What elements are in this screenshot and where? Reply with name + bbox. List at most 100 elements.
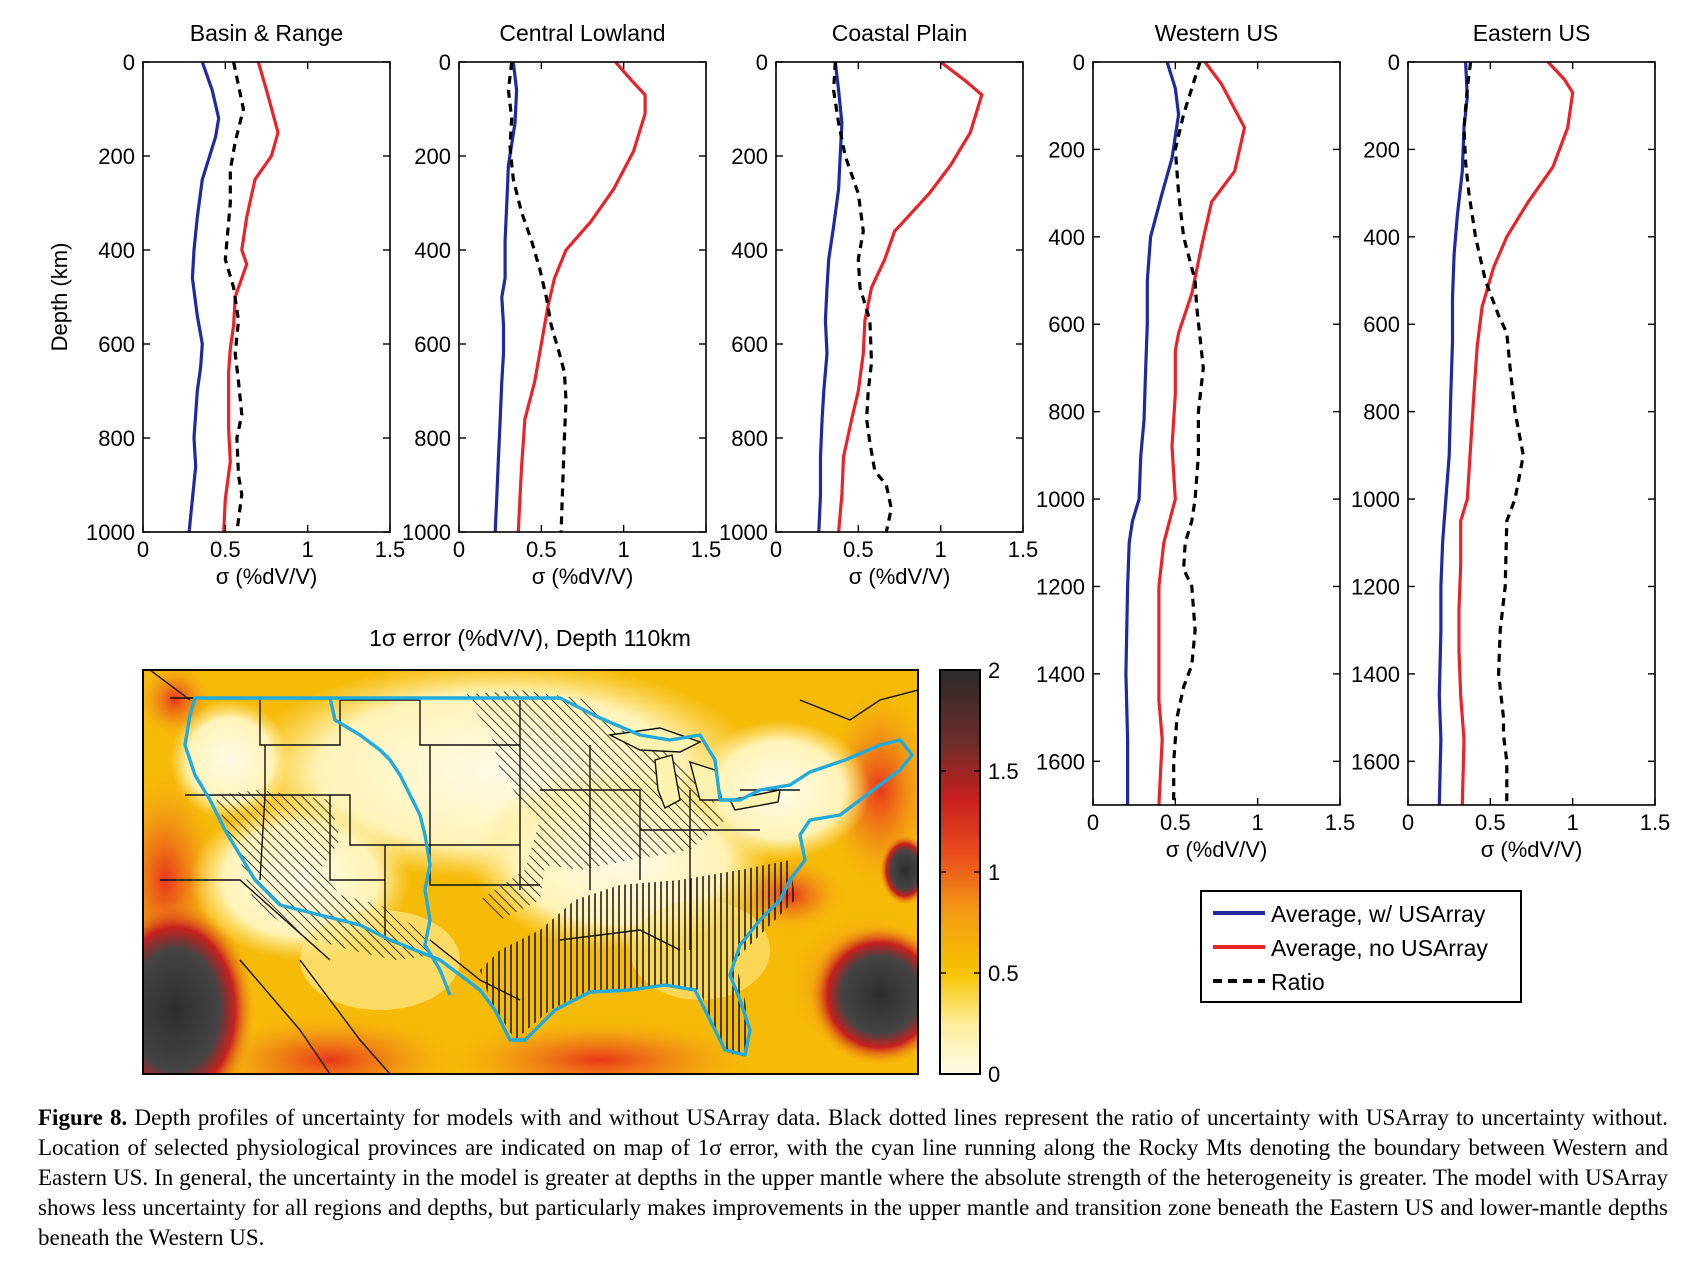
y-tick-label: 1600 — [1036, 749, 1085, 774]
panel-western-us: Western US 0 0.5 1 1.5 0 200 400 600 800 1000 1200 1… — [1036, 20, 1355, 862]
series-line-no-usarray-coastal-plain — [837, 62, 984, 532]
great-lakes — [607, 727, 781, 811]
x-axis-label: σ (%dV/V) — [849, 564, 951, 589]
y-tick-label: 800 — [414, 426, 451, 451]
x-tick-label: 0.5 — [1160, 810, 1191, 835]
y-tick-label: 1000 — [86, 520, 135, 545]
x-tick-label: 0 — [1087, 810, 1099, 835]
y-tick-label: 1000 — [719, 520, 768, 545]
x-axis-label: σ (%dV/V) — [1481, 837, 1583, 862]
x-tick-label: 0 — [770, 537, 782, 562]
series-group — [1437, 62, 1575, 805]
x-tick-label: 1.5 — [1325, 810, 1356, 835]
y-tick-label: 1400 — [1351, 662, 1400, 687]
colorbar-tick-label: 1.5 — [988, 759, 1019, 784]
x-tick-label: 1.5 — [1640, 810, 1671, 835]
x-tick-label: 0.5 — [1475, 810, 1506, 835]
panel-eastern-us: Eastern US 0 0.5 1 1.5 0 200 400 600 800 1000 1200 1… — [1351, 20, 1670, 862]
y-tick-label: 400 — [98, 238, 135, 263]
series-group — [493, 62, 647, 532]
legend: Average, w/ USArray Average, no USArray … — [1200, 890, 1522, 1003]
province-basin-range — [215, 790, 435, 960]
series-line-ratio-basin-range — [223, 62, 245, 532]
x-tick-label: 0.5 — [526, 537, 557, 562]
y-tick-label: 400 — [1363, 225, 1400, 250]
y-tick-label: 800 — [1048, 400, 1085, 425]
x-tick-label: 0.5 — [210, 537, 241, 562]
axes-frame — [142, 61, 391, 533]
x-tick-label: 1.5 — [375, 537, 406, 562]
colorbar-tick-label: 0 — [988, 1062, 1000, 1087]
series-group — [817, 62, 984, 532]
colorbar-tick-label: 1 — [988, 860, 1000, 885]
panel-title-basin-range: Basin & Range — [190, 20, 343, 46]
y-tick-label: 600 — [414, 332, 451, 357]
axes-frame — [1092, 61, 1341, 806]
y-tick-label: 1000 — [1036, 487, 1085, 512]
y-tick-label: 600 — [731, 332, 768, 357]
colorbar-tick-label: 2 — [988, 658, 1000, 683]
y-tick-label: 400 — [731, 238, 768, 263]
y-tick-label: 200 — [414, 144, 451, 169]
y-tick-label: 800 — [1363, 400, 1400, 425]
boundary-lines — [183, 696, 914, 1057]
y-tick-label: 1200 — [1351, 574, 1400, 599]
y-tick-label: 600 — [98, 332, 135, 357]
y-tick-label: 0 — [1388, 50, 1400, 75]
series-line-ratio-central-lowland — [506, 62, 568, 532]
y-tick-label: 800 — [731, 426, 768, 451]
x-tick-label: 0 — [137, 537, 149, 562]
x-tick-label: 1 — [935, 537, 947, 562]
series-line-ratio-western-us — [1172, 62, 1205, 805]
y-tick-label: 400 — [1048, 225, 1085, 250]
x-tick-label: 0.5 — [843, 537, 874, 562]
series-line-with-usarray-eastern-us — [1437, 62, 1469, 805]
colorbar-tick-label: 0.5 — [988, 961, 1019, 986]
y-tick-label: 200 — [98, 144, 135, 169]
y-tick-label: 0 — [123, 50, 135, 75]
y-tick-label: 0 — [439, 50, 451, 75]
map-frame — [142, 669, 919, 1075]
y-axis-label: Depth (km) — [47, 243, 72, 352]
series-line-no-usarray-central-lowland — [516, 62, 647, 532]
y-tick-label: 1200 — [1036, 574, 1085, 599]
y-tick-label: 1000 — [402, 520, 451, 545]
panel-title-western-us: Western US — [1155, 20, 1279, 46]
x-tick-label: 1.5 — [1008, 537, 1039, 562]
legend-label-with-usarray: Average, w/ USArray — [1271, 901, 1486, 927]
legend-label-no-usarray: Average, no USArray — [1271, 935, 1488, 961]
x-tick-label: 1 — [1567, 810, 1579, 835]
state-borders — [149, 670, 918, 1074]
x-axis-label: σ (%dV/V) — [1166, 837, 1268, 862]
map-title: 1σ error (%dV/V), Depth 110km — [369, 625, 691, 651]
error-heatmap — [143, 670, 918, 1074]
caption-text: Depth profiles of uncertainty for models… — [38, 1105, 1668, 1250]
series-line-no-usarray-eastern-us — [1457, 62, 1575, 805]
series-line-with-usarray-western-us — [1124, 62, 1181, 805]
series-line-ratio-eastern-us — [1462, 62, 1525, 805]
y-tick-label: 600 — [1363, 312, 1400, 337]
panel-title-eastern-us: Eastern US — [1473, 20, 1591, 46]
series-line-with-usarray-coastal-plain — [817, 62, 844, 532]
y-tick-label: 400 — [414, 238, 451, 263]
y-tick-label: 200 — [1363, 137, 1400, 162]
x-tick-label: 0 — [453, 537, 465, 562]
y-tick-label: 200 — [1048, 137, 1085, 162]
panel-title-coastal-plain: Coastal Plain — [832, 20, 968, 46]
x-tick-label: 0 — [1402, 810, 1414, 835]
y-tick-label: 0 — [756, 50, 768, 75]
y-tick-label: 600 — [1048, 312, 1085, 337]
series-line-with-usarray-basin-range — [187, 62, 221, 532]
series-group — [1124, 62, 1247, 805]
y-tick-label: 200 — [731, 144, 768, 169]
legend-label-ratio: Ratio — [1271, 969, 1325, 995]
caption-label: Figure 8. — [38, 1105, 128, 1130]
series-group — [187, 62, 280, 532]
series-line-with-usarray-central-lowland — [493, 62, 519, 532]
province-coastal-plain — [480, 860, 795, 1055]
series-line-ratio-coastal-plain — [831, 62, 893, 532]
x-tick-label: 1 — [1252, 810, 1264, 835]
y-tick-label: 1000 — [1351, 487, 1400, 512]
y-tick-label: 0 — [1073, 50, 1085, 75]
